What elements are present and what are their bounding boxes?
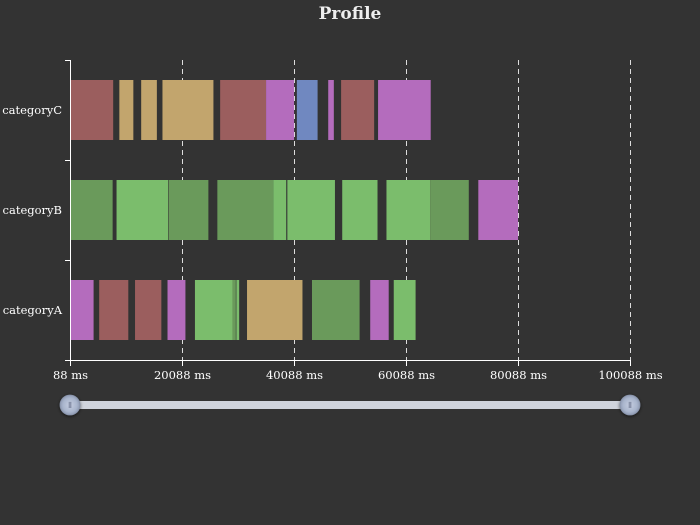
category-label: categoryB [3, 203, 62, 217]
gantt-bar[interactable] [99, 280, 129, 340]
grip-icon: ⦀ [628, 401, 632, 410]
gantt-bar[interactable] [232, 280, 236, 340]
x-tick-label: 100088 ms [598, 368, 662, 382]
gantt-bar[interactable] [116, 180, 169, 240]
gantt-bar[interactable] [430, 180, 469, 240]
gantt-bar[interactable] [378, 80, 431, 140]
x-tick-label: 20088 ms [154, 368, 211, 382]
x-tick-label: 80088 ms [490, 368, 547, 382]
gantt-bar[interactable] [141, 80, 157, 140]
gantt-bar[interactable] [393, 280, 416, 340]
gantt-bar[interactable] [341, 80, 375, 140]
gantt-bar[interactable] [386, 180, 431, 240]
chart-title: Profile [318, 4, 382, 24]
category-label: categoryC [2, 103, 62, 117]
gantt-bar[interactable] [478, 180, 519, 240]
gantt-bar[interactable] [119, 80, 134, 140]
gantt-bar[interactable] [273, 180, 287, 240]
slider-handle-knob[interactable] [619, 394, 641, 416]
gantt-bar[interactable] [70, 180, 113, 240]
gantt-bar[interactable] [70, 80, 114, 140]
gantt-bar[interactable] [370, 280, 389, 340]
gantt-bar[interactable] [135, 280, 162, 340]
gantt-bar[interactable] [328, 80, 334, 140]
gantt-bar[interactable] [236, 280, 240, 340]
category-label: categoryA [3, 303, 63, 317]
gantt-bar[interactable] [70, 280, 94, 340]
gantt-bar[interactable] [217, 180, 274, 240]
gantt-bar[interactable] [220, 80, 267, 140]
slider-track[interactable] [70, 401, 630, 409]
grip-icon: ⦀ [68, 401, 72, 410]
gantt-bar[interactable] [194, 280, 233, 340]
slider-right-handle[interactable]: ⦀ [619, 394, 641, 416]
x-tick-label: 40088 ms [266, 368, 323, 382]
gantt-bar[interactable] [162, 80, 214, 140]
x-tick-label: 60088 ms [378, 368, 435, 382]
slider-left-handle[interactable]: ⦀ [59, 394, 81, 416]
range-slider: ⦀ ⦀ [59, 394, 641, 416]
axes: categoryC categoryB categoryA 88 ms 20088 ms… [2, 60, 663, 382]
gantt-bar[interactable] [296, 80, 318, 140]
bars [70, 80, 519, 340]
slider-handle-knob[interactable] [59, 394, 81, 416]
gantt-bar[interactable] [266, 80, 295, 140]
gantt-bar[interactable] [311, 280, 360, 340]
gantt-bar[interactable] [342, 180, 378, 240]
x-tick-label: 88 ms [53, 368, 88, 382]
gantt-bar[interactable] [168, 180, 209, 240]
gantt-bar[interactable] [247, 280, 303, 340]
gantt-bar[interactable] [167, 280, 186, 340]
gantt-bar[interactable] [287, 180, 335, 240]
